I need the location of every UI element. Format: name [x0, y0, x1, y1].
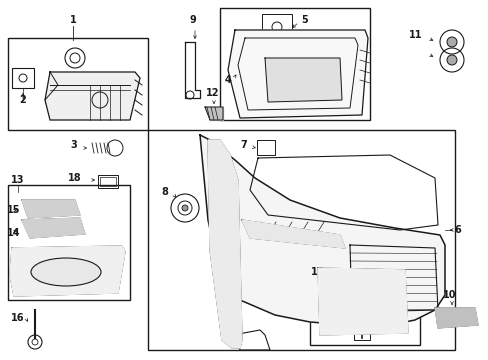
- Polygon shape: [242, 220, 345, 248]
- Text: 17: 17: [311, 267, 324, 277]
- Bar: [309, 258, 419, 345]
- Text: 3: 3: [70, 140, 77, 150]
- Text: 9: 9: [189, 15, 196, 25]
- Bar: [148, 130, 454, 350]
- Bar: [98, 175, 118, 188]
- Text: 10: 10: [442, 290, 456, 300]
- Text: 6: 6: [454, 225, 461, 235]
- Text: 15: 15: [7, 205, 20, 215]
- Text: 4: 4: [224, 75, 231, 85]
- Bar: [353, 325, 369, 340]
- Text: 13: 13: [11, 175, 25, 185]
- Bar: [220, 8, 369, 120]
- Polygon shape: [207, 140, 242, 348]
- Bar: [8, 38, 148, 130]
- Polygon shape: [317, 268, 407, 335]
- Bar: [262, 14, 291, 40]
- Text: 1: 1: [69, 15, 76, 25]
- Circle shape: [182, 205, 187, 211]
- Polygon shape: [434, 308, 477, 328]
- Text: 11: 11: [408, 30, 422, 40]
- Polygon shape: [22, 218, 85, 238]
- Text: 14: 14: [7, 228, 20, 238]
- Polygon shape: [227, 30, 367, 118]
- Bar: [8, 185, 130, 300]
- Bar: [257, 140, 274, 155]
- Text: 12: 12: [206, 88, 219, 98]
- Text: 7: 7: [240, 140, 247, 150]
- Polygon shape: [264, 58, 341, 102]
- Circle shape: [446, 55, 456, 65]
- Bar: [347, 310, 375, 325]
- Bar: [12, 68, 34, 88]
- Polygon shape: [10, 246, 125, 296]
- Polygon shape: [45, 72, 140, 120]
- Text: 2: 2: [20, 95, 26, 105]
- Text: 16: 16: [11, 313, 25, 323]
- Polygon shape: [22, 200, 80, 218]
- Text: 8: 8: [161, 187, 168, 197]
- Polygon shape: [200, 135, 444, 325]
- Bar: [100, 177, 116, 186]
- Circle shape: [446, 37, 456, 47]
- Ellipse shape: [31, 258, 101, 286]
- Polygon shape: [204, 107, 223, 120]
- Text: 18: 18: [68, 173, 81, 183]
- Text: 5: 5: [301, 15, 308, 25]
